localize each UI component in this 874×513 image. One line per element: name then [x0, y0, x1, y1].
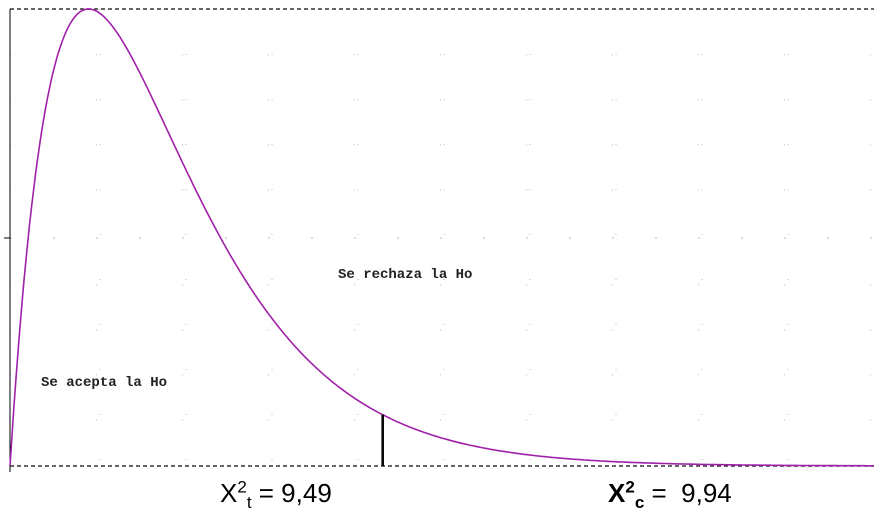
critical-superscript: 2 [237, 477, 247, 497]
critical-value-text: = 9,49 [251, 478, 332, 508]
computed-symbol: X [608, 478, 626, 508]
computed-superscript: 2 [625, 477, 635, 497]
density-curve [9, 8, 874, 467]
computed-subscript: c [634, 493, 645, 513]
plot-grid [10, 9, 874, 466]
reject-region-label: Se rechaza la Ho [338, 267, 472, 283]
accept-region-label: Se acepta la Ho [41, 375, 167, 391]
critical-subscript: t [246, 493, 252, 513]
critical-symbol: X [220, 478, 238, 508]
critical-value-label: X2t = 9,49 [220, 477, 332, 513]
computed-value-label: X2c = 9,94 [608, 477, 732, 513]
computed-value-text: = 9,94 [644, 478, 732, 508]
